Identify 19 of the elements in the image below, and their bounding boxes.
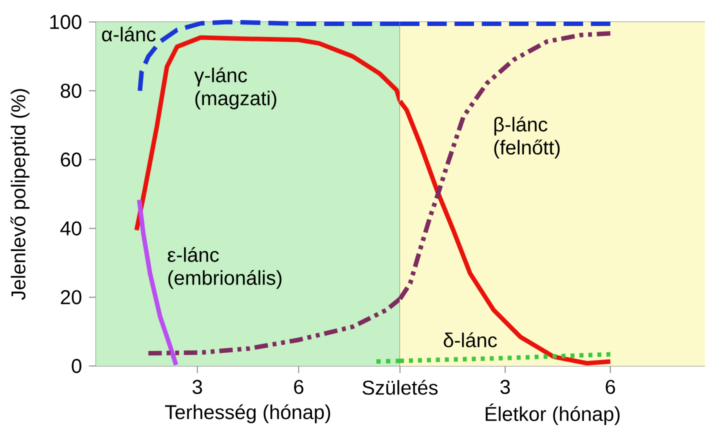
y-tick-label: 60 <box>60 152 82 167</box>
x-tick-label: 6 <box>606 380 616 394</box>
series-label: ε-lánc (embrionális) <box>168 247 282 289</box>
series-label: δ-lánc <box>444 332 497 348</box>
x-tick-label: Születés <box>362 380 438 395</box>
series-label: β-lánc (felnőtt) <box>494 116 560 159</box>
x-tick-label: 3 <box>500 380 510 394</box>
y-tick-label: 20 <box>60 290 82 304</box>
y-tick-label: 100 <box>50 14 82 30</box>
y-tick-label: 40 <box>60 221 82 236</box>
y-tick-label: 80 <box>60 84 82 98</box>
series-label: α-lánc <box>102 26 156 42</box>
y-axis-title: Jelenlevő polipeptid (%) <box>10 89 30 300</box>
series-label: γ-lánc (magzati) <box>194 67 276 110</box>
x-axis-title: Terhesség (hónap) <box>165 404 330 424</box>
y-tick-label: 0 <box>72 358 82 374</box>
x-tick-label: 3 <box>192 380 202 394</box>
x-tick-label: 6 <box>294 380 304 394</box>
x-axis-title: Életkor (hónap) <box>486 404 620 426</box>
